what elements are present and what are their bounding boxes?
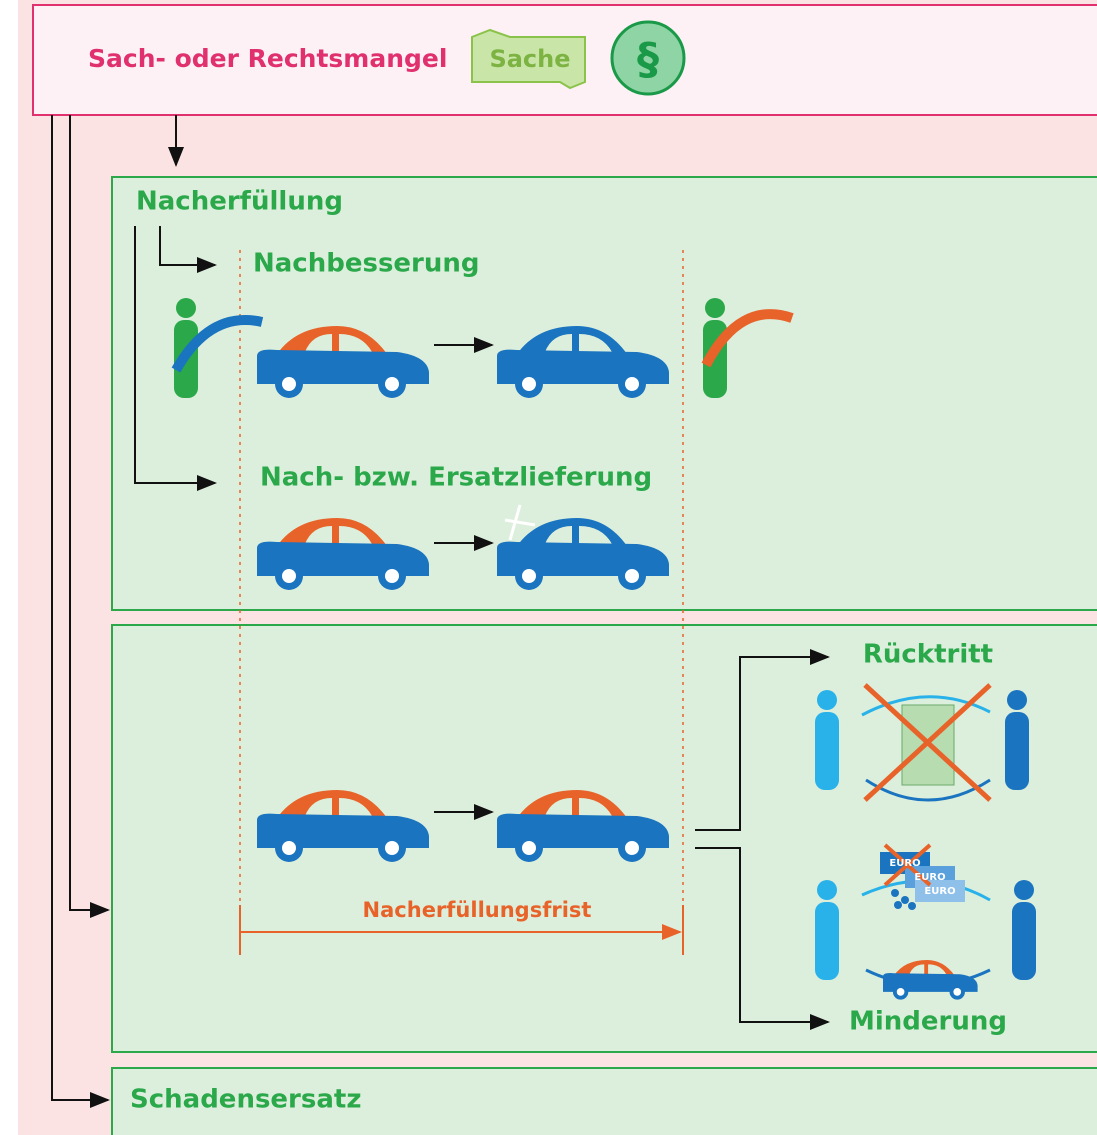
euro-note: EURO xyxy=(924,886,955,897)
euro-note: EURO xyxy=(914,872,945,883)
diagram: Sach- oder Rechtsmangel Sache § Nacherfü… xyxy=(0,0,1097,1135)
paragraph-label: § xyxy=(637,34,659,85)
ersatzlieferung-label: Nach- bzw. Ersatzlieferung xyxy=(260,463,652,493)
nachbesserung-label: Nachbesserung xyxy=(253,249,480,279)
page: Sach- oder Rechtsmangel Sache § Nacherfü… xyxy=(0,0,1097,1135)
schadensersatz-title: Schadensersatz xyxy=(130,1085,361,1115)
nacherfuellung-title: Nacherfüllung xyxy=(136,187,343,217)
frist-label: Nacherfüllungsfrist xyxy=(363,898,592,922)
header-title: Sach- oder Rechtsmangel xyxy=(88,44,447,73)
euro-note: EURO xyxy=(889,858,920,869)
ruecktritt-label: Rücktritt xyxy=(863,640,993,670)
minderung-label: Minderung xyxy=(849,1007,1007,1037)
sache-label: Sache xyxy=(489,45,570,73)
